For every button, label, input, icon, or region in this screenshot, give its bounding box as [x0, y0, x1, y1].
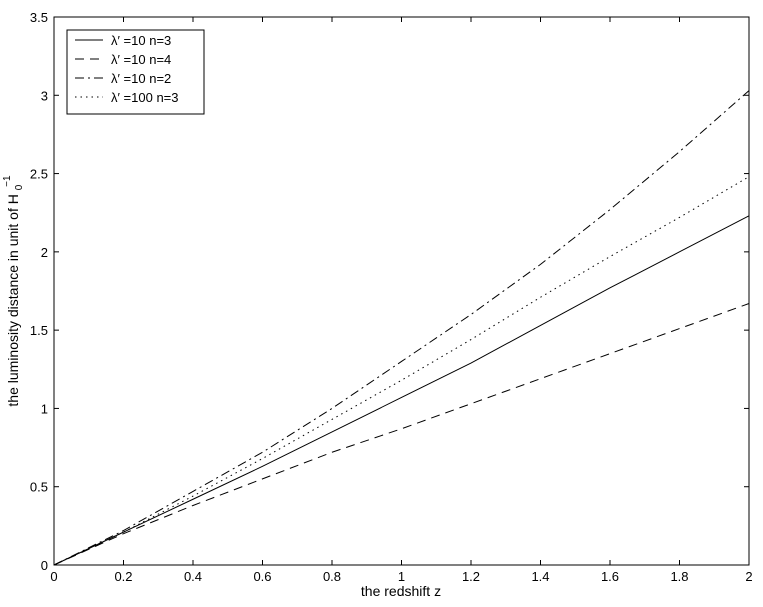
x-tick-label: 2	[745, 569, 752, 584]
x-tick-label: 0.6	[253, 569, 271, 584]
y-axis-label-main: the luminosity distance in unit of H	[5, 194, 21, 406]
x-axis-label: the redshift z	[361, 583, 441, 599]
legend-label: λ′ =10 n=3	[111, 33, 171, 48]
series-line-solid	[53, 215, 750, 566]
legend-box	[66, 29, 205, 115]
x-tick-label: 1.2	[462, 569, 480, 584]
y-tick-label: 3	[41, 88, 48, 103]
x-tick-label: 0	[50, 569, 57, 584]
y-axis-label-sub: 0	[14, 184, 25, 190]
y-tick-label: 1.5	[30, 323, 48, 338]
x-tick-label: 1.4	[531, 569, 549, 584]
x-tick-label: 0.8	[323, 569, 341, 584]
x-tick-label: 1	[398, 569, 405, 584]
x-tick-label: 1.8	[670, 569, 688, 584]
legend-label: λ′ =10 n=2	[111, 71, 171, 86]
x-tick-label: 1.6	[601, 569, 619, 584]
x-tick-label: 0.4	[184, 569, 202, 584]
y-tick-label: 3.5	[30, 10, 48, 25]
y-tick-label: 1	[41, 401, 48, 416]
axis-ticks: 0 0.2 0.4 0.6 0.8 1 1.2 1.4 1.6 1.8 2 0 0.5 1 1.5 2 2.5 3…	[30, 10, 753, 584]
y-tick-label: 2	[41, 245, 48, 260]
y-axis-label: the luminosity distance in unit of H 0 −…	[2, 175, 25, 407]
series-layer	[53, 90, 750, 566]
legend-items: λ′ =10 n=3 λ′ =10 n=4 λ′ =10 n=2 λ′ =100 n=…	[75, 33, 179, 105]
y-tick-label: 2.5	[30, 167, 48, 182]
y-tick-label: 0.5	[30, 480, 48, 495]
y-tick-label: 0	[41, 558, 48, 573]
y-axis-label-sup: −1	[2, 175, 13, 187]
legend: λ′ =10 n=3 λ′ =10 n=4 λ′ =10 n=2 λ′ =100 n=…	[66, 29, 205, 115]
legend-label: λ′ =100 n=3	[111, 90, 179, 105]
series-line-dashed	[53, 303, 750, 566]
series-line-dashdot	[53, 90, 750, 566]
legend-label: λ′ =10 n=4	[111, 52, 171, 67]
x-tick-label: 0.2	[114, 569, 132, 584]
